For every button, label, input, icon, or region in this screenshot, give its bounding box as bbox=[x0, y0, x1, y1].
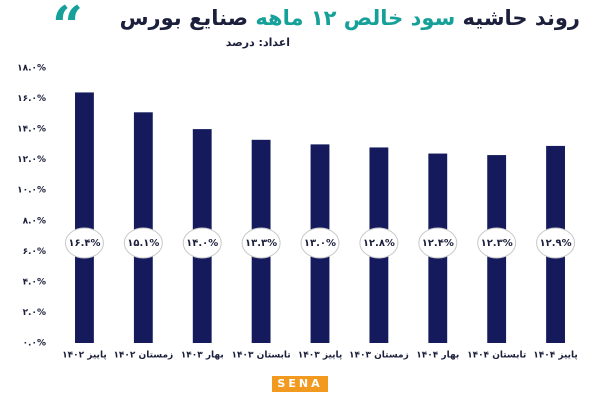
value-label: ۱۳.۰% bbox=[304, 238, 336, 249]
x-tick-label: پاییز ۱۴۰۲ bbox=[62, 351, 107, 361]
value-label: ۱۲.۳% bbox=[481, 238, 513, 249]
bar bbox=[75, 92, 94, 343]
value-label: ۱۵.۱% bbox=[127, 238, 159, 249]
y-tick-label: ۱۰.۰% bbox=[17, 186, 46, 196]
y-tick-label: ۱۸.۰% bbox=[17, 64, 46, 74]
value-label-bg bbox=[300, 227, 340, 259]
x-tick-label: تابستان ۱۴۰۴ bbox=[467, 351, 526, 361]
value-label: ۱۲.۸% bbox=[363, 238, 395, 249]
chart-title: روند حاشیه سود خالص ۱۲ ماهه صنایع بورس bbox=[100, 6, 580, 30]
value-label-bg bbox=[418, 227, 458, 259]
x-tick-label: پاییز ۱۴۰۴ bbox=[533, 351, 578, 361]
y-tick-label: ۲.۰% bbox=[23, 308, 46, 318]
x-tick-label: تابستان ۱۴۰۳ bbox=[232, 351, 291, 361]
value-label-bg bbox=[123, 227, 163, 259]
quote-icon: “ bbox=[52, 0, 84, 58]
x-tick-label: بهار ۱۴۰۴ bbox=[416, 351, 459, 361]
logo: SENA bbox=[272, 376, 328, 392]
value-label-bg bbox=[182, 227, 222, 259]
title-highlight: سود خالص ۱۲ ماهه bbox=[255, 6, 456, 30]
x-tick-label: زمستان ۱۴۰۳ bbox=[349, 351, 409, 361]
value-label-bg bbox=[536, 227, 576, 259]
value-label: ۱۲.۴% bbox=[422, 238, 454, 249]
y-tick-label: ۶.۰% bbox=[23, 247, 46, 257]
value-label-bg bbox=[241, 227, 281, 259]
value-label: ۱۴.۰% bbox=[186, 238, 218, 249]
title-end: صنایع بورس bbox=[119, 6, 248, 30]
value-label-bg bbox=[64, 227, 104, 259]
y-tick-label: ۰.۰% bbox=[23, 339, 46, 349]
y-tick-label: ۱۶.۰% bbox=[17, 94, 46, 104]
value-label: ۱۶.۴% bbox=[68, 238, 100, 249]
title-start: روند حاشیه bbox=[462, 6, 580, 30]
value-label: ۱۳.۳% bbox=[245, 238, 277, 249]
x-tick-label: زمستان ۱۴۰۲ bbox=[113, 351, 173, 361]
value-label-bg bbox=[477, 227, 517, 259]
x-tick-label: بهار ۱۴۰۳ bbox=[181, 351, 224, 361]
y-tick-label: ۴.۰% bbox=[23, 277, 46, 287]
y-tick-label: ۱۴.۰% bbox=[17, 125, 46, 135]
y-tick-label: ۱۲.۰% bbox=[17, 155, 46, 165]
value-label-bg bbox=[359, 227, 399, 259]
value-label: ۱۲.۹% bbox=[539, 238, 571, 249]
x-tick-label: پاییز ۱۴۰۳ bbox=[298, 351, 343, 361]
y-tick-label: ۸.۰% bbox=[23, 216, 46, 226]
chart-subtitle: اعداد: درصد bbox=[225, 36, 290, 49]
